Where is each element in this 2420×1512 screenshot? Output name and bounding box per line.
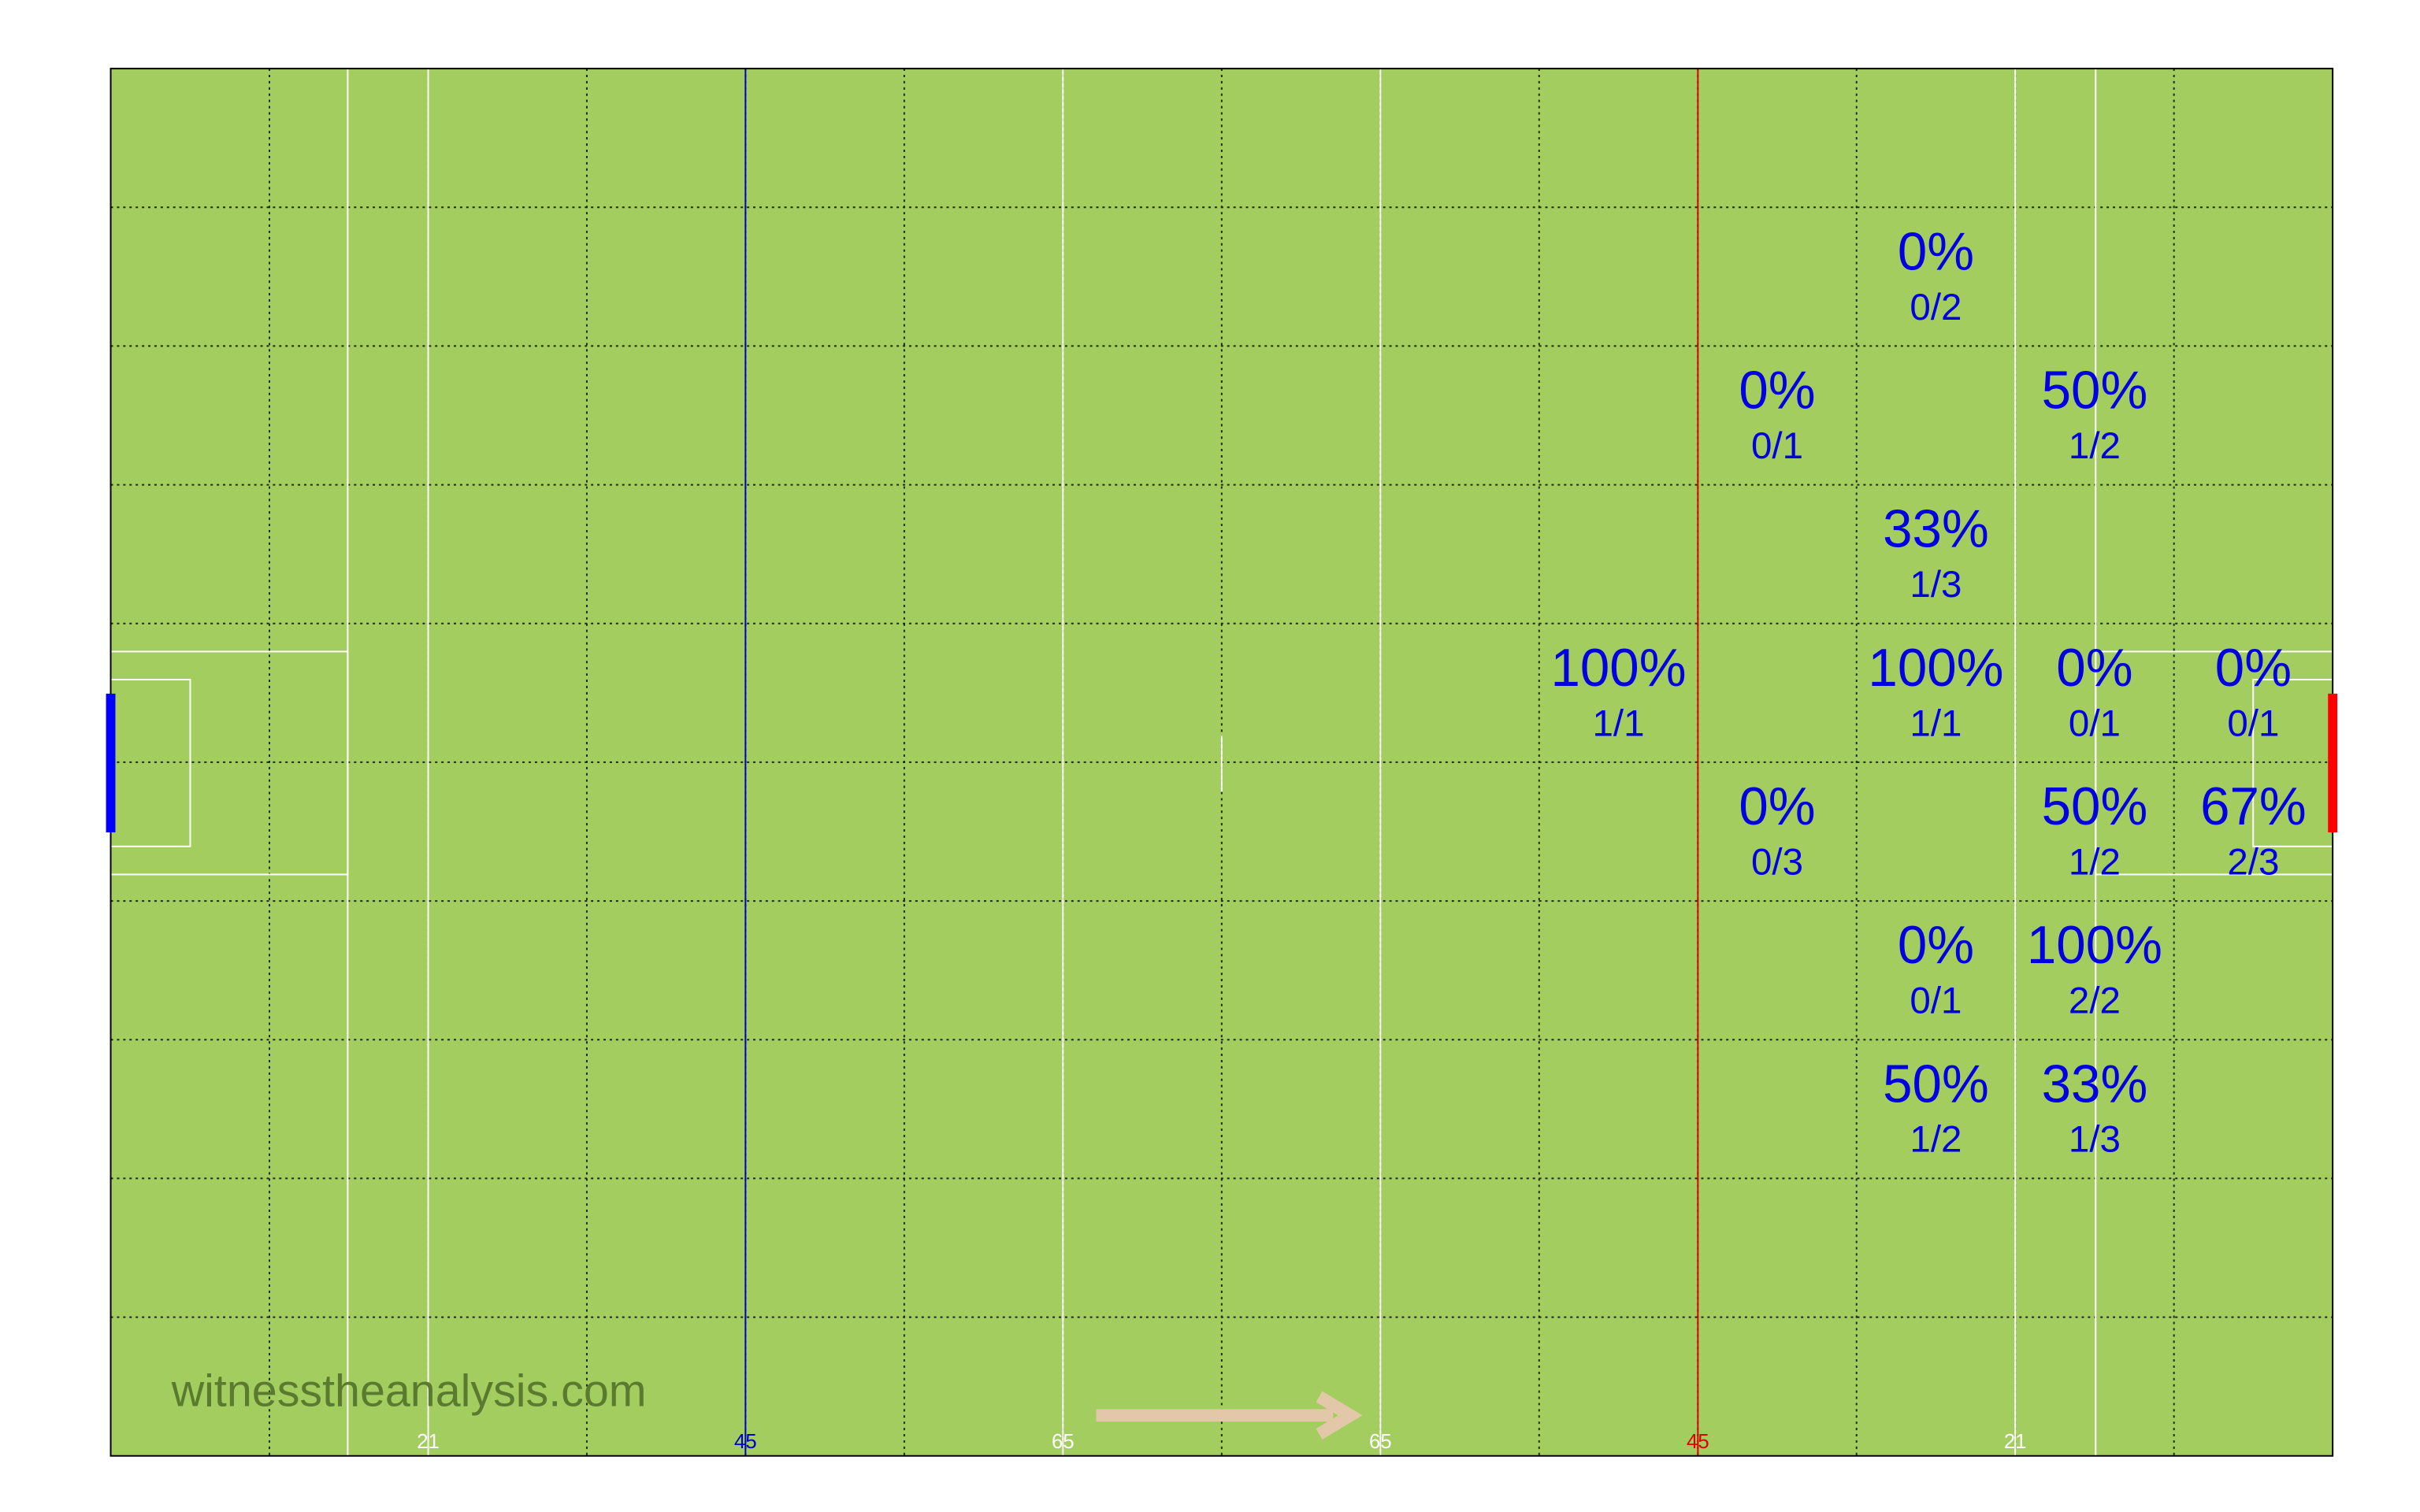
zone-labels: 0%0/20%0/150%1/233%1/3100%1/1100%1/10%0/… — [1550, 222, 2306, 1160]
zone-ratio: 1/1 — [1910, 702, 1962, 744]
zone-percentage: 0% — [1898, 916, 1974, 975]
zone-percentage: 0% — [2215, 639, 2292, 698]
zone-percentage: 67% — [2200, 777, 2307, 836]
line-label: 65 — [1369, 1431, 1392, 1453]
goal-red — [2328, 693, 2338, 832]
zone-percentage: 33% — [2042, 1054, 2148, 1114]
zone-percentage: 50% — [1883, 1054, 1989, 1114]
zone-percentage: 100% — [2027, 916, 2162, 975]
zone-ratio: 2/2 — [2069, 980, 2121, 1022]
zone-ratio: 2/3 — [2227, 841, 2279, 883]
zone-percentage: 50% — [2042, 777, 2148, 836]
zone-ratio: 1/3 — [2069, 1119, 2121, 1161]
line-label: 45 — [1687, 1431, 1709, 1453]
zone-ratio: 0/3 — [1751, 841, 1803, 883]
line-label: 65 — [1052, 1431, 1075, 1453]
zone-percentage: 100% — [1868, 639, 2003, 698]
zone-percentage: 100% — [1550, 639, 1686, 698]
zone-ratio: 0/1 — [2227, 702, 2279, 744]
direction-arrowhead — [1316, 1391, 1363, 1440]
line-label: 21 — [417, 1431, 440, 1453]
line-label: 21 — [2004, 1431, 2027, 1453]
zone-percentage: 50% — [2042, 361, 2148, 421]
zone-percentage: 0% — [1898, 222, 1974, 281]
pitch-lines — [109, 69, 2334, 1456]
zone-ratio: 1/2 — [1910, 1119, 1962, 1161]
line-label: 45 — [734, 1431, 757, 1453]
zone-ratio: 0/2 — [1910, 287, 1962, 328]
zone-percentage: 0% — [1739, 361, 1815, 421]
zone-ratio: 0/1 — [2069, 702, 2121, 744]
zone-percentage: 33% — [1883, 500, 1989, 559]
zone-ratio: 1/3 — [1910, 564, 1962, 606]
zone-ratio: 0/1 — [1751, 425, 1803, 467]
zone-ratio: 0/1 — [1910, 980, 1962, 1022]
zone-ratio: 1/2 — [2069, 841, 2121, 883]
watermark: witnesstheanalysis.com — [171, 1366, 647, 1416]
zone-percentage: 0% — [2056, 639, 2132, 698]
zone-percentage: 0% — [1739, 777, 1815, 836]
zone-ratio: 1/2 — [2069, 425, 2121, 467]
zone-ratio: 1/1 — [1593, 702, 1645, 744]
goal-blue — [106, 693, 116, 832]
